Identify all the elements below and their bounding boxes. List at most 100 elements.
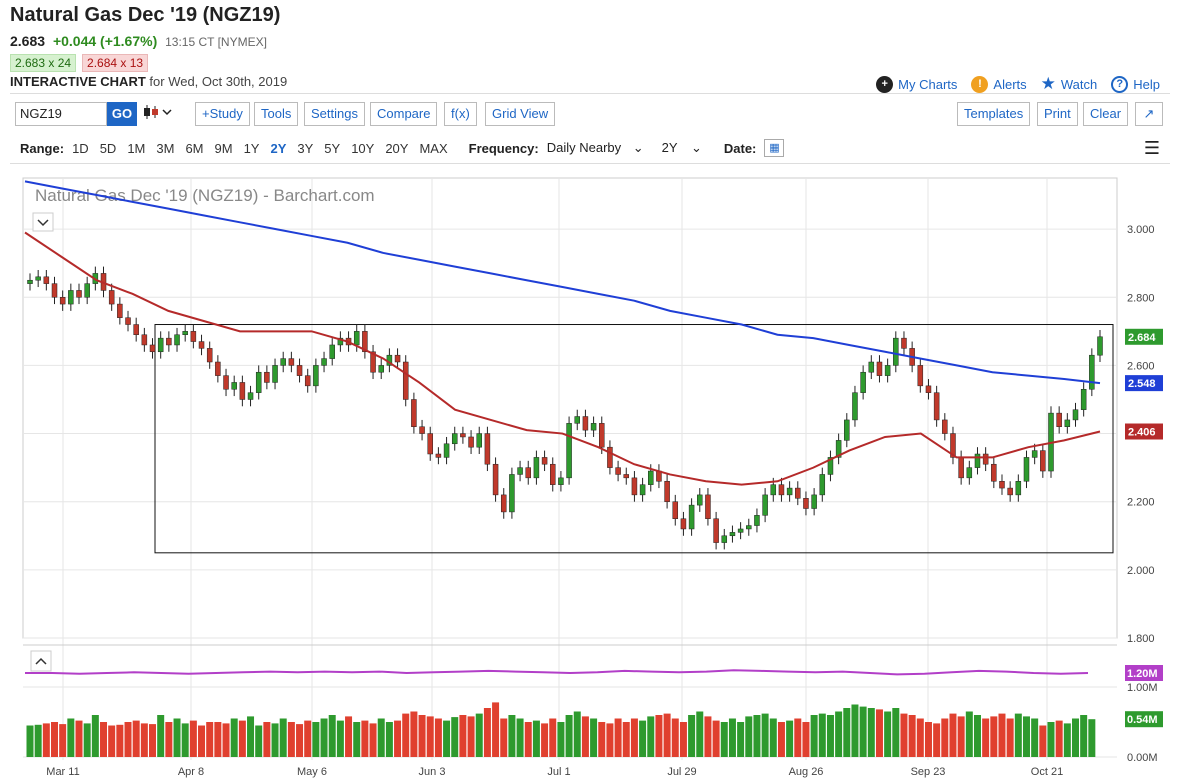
candle-body: [697, 494, 703, 506]
range-6m[interactable]: 6M: [185, 140, 204, 156]
last-price-tag-label: 2.684: [1128, 332, 1156, 344]
grid-view-button[interactable]: Grid View: [485, 102, 556, 126]
candle-body: [280, 358, 286, 366]
volume-bar: [565, 715, 573, 757]
volume-tag: [1125, 711, 1163, 728]
volume-bar: [59, 724, 67, 757]
volume-bar: [916, 718, 924, 757]
top-links: + My Charts ! Alerts ★ Watch ? Help: [876, 74, 1160, 94]
candle-body: [705, 494, 711, 519]
expand-panel-icon[interactable]: [30, 650, 52, 672]
x-tick-label: Mar 11: [46, 766, 79, 778]
volume-bar: [753, 715, 761, 757]
candle-body: [721, 535, 728, 543]
print-button[interactable]: Print: [1037, 102, 1078, 126]
candle-body: [1097, 336, 1103, 356]
range-10y[interactable]: 10Y: [351, 140, 375, 156]
tools-button[interactable]: Tools: [254, 102, 299, 126]
volume-bar: [671, 718, 679, 757]
help-link[interactable]: ? Help: [1111, 75, 1160, 93]
compare-button[interactable]: Compare: [370, 102, 438, 126]
date-axis: Mar 11 Apr 8 May 6 Jun 3 Jul 1 Jul 29 Aug 26 Se…: [46, 766, 1063, 778]
volume-bar: [206, 722, 214, 757]
candle-body: [117, 303, 123, 318]
volume-bar: [345, 716, 353, 757]
candlesticks: [27, 266, 1103, 550]
watch-link[interactable]: ★ Watch: [1041, 74, 1098, 94]
volume-bar: [508, 715, 516, 757]
candle-body: [680, 518, 687, 530]
collapse-icon[interactable]: [32, 212, 54, 232]
calendar-icon[interactable]: ▦: [764, 139, 785, 157]
symbol-input[interactable]: NGZ19: [15, 102, 107, 126]
range-9m[interactable]: 9M: [214, 140, 233, 156]
volume-bar: [908, 715, 916, 757]
candle-body: [492, 463, 499, 496]
candle-body: [525, 467, 531, 479]
candle-body: [215, 361, 221, 376]
volume-bar: [116, 724, 124, 757]
volume-bar: [263, 722, 271, 757]
range-3y[interactable]: 3Y: [297, 140, 314, 156]
volume-bar: [875, 709, 883, 757]
candlestick-type-icon[interactable]: [143, 104, 173, 123]
frequency-select[interactable]: Daily Nearby ⌄: [547, 140, 644, 156]
candle-body: [639, 484, 646, 496]
go-button[interactable]: GO: [107, 102, 137, 126]
volume-bar: [1055, 720, 1063, 757]
quote-line: 2.683 +0.044 (+1.67%) 13:15 CT [NYMEX]: [10, 33, 267, 49]
range-1m[interactable]: 1M: [127, 140, 146, 156]
candle-body: [329, 344, 335, 359]
candle-body: [942, 419, 948, 434]
fx-button[interactable]: f(x): [444, 102, 477, 126]
volume-bar: [189, 720, 197, 757]
volume-bar: [467, 716, 475, 757]
date-label: Date:: [723, 140, 757, 156]
candle-body: [558, 477, 564, 485]
candle-body: [149, 344, 156, 353]
candle-body: [239, 382, 246, 400]
volume-bar: [688, 715, 696, 757]
add-study-button[interactable]: +Study: [195, 102, 250, 126]
range-20y[interactable]: 20Y: [385, 140, 409, 156]
candle-body: [835, 440, 842, 458]
range-1y[interactable]: 1Y: [243, 140, 260, 156]
candle-body: [549, 463, 556, 485]
volume-bar: [581, 716, 589, 757]
settings-button[interactable]: Settings: [304, 102, 365, 126]
range-2y[interactable]: 2Y: [270, 140, 287, 156]
range-5d[interactable]: 5D: [99, 140, 117, 156]
period-value: 2Y: [661, 140, 678, 155]
price-change: +0.044 (+1.67%): [52, 33, 158, 49]
candle-body: [411, 399, 417, 427]
range-5y[interactable]: 5Y: [324, 140, 341, 156]
templates-button[interactable]: Templates: [957, 102, 1031, 126]
alerts-link[interactable]: ! Alerts: [971, 75, 1027, 93]
last-price: 2.683: [10, 33, 46, 49]
range-3m[interactable]: 3M: [156, 140, 175, 156]
candle-body: [925, 385, 932, 393]
candle-body: [770, 484, 777, 496]
plus-icon: +: [876, 75, 894, 93]
expand-button[interactable]: ↗: [1135, 102, 1163, 126]
candle-body: [852, 392, 858, 421]
volume-bar: [900, 713, 908, 757]
volume-bar: [884, 711, 892, 757]
range-1d[interactable]: 1D: [72, 140, 89, 156]
range-max[interactable]: MAX: [419, 140, 448, 156]
candle-body: [443, 443, 450, 458]
clear-button[interactable]: Clear: [1083, 102, 1129, 126]
volume-bar: [737, 722, 745, 757]
my-charts-link[interactable]: + My Charts: [876, 75, 957, 93]
candle-body: [844, 419, 850, 441]
volume-bar: [132, 720, 140, 757]
candle-body: [182, 331, 188, 335]
candle-body: [688, 504, 695, 530]
x-tick-label: Sep 23: [911, 766, 946, 778]
volume-bar: [279, 718, 287, 757]
period-select[interactable]: 2Y ⌄: [662, 140, 702, 156]
candle-body: [991, 463, 997, 482]
menu-icon[interactable]: ☰: [1143, 138, 1160, 158]
volume-bar: [255, 725, 263, 757]
